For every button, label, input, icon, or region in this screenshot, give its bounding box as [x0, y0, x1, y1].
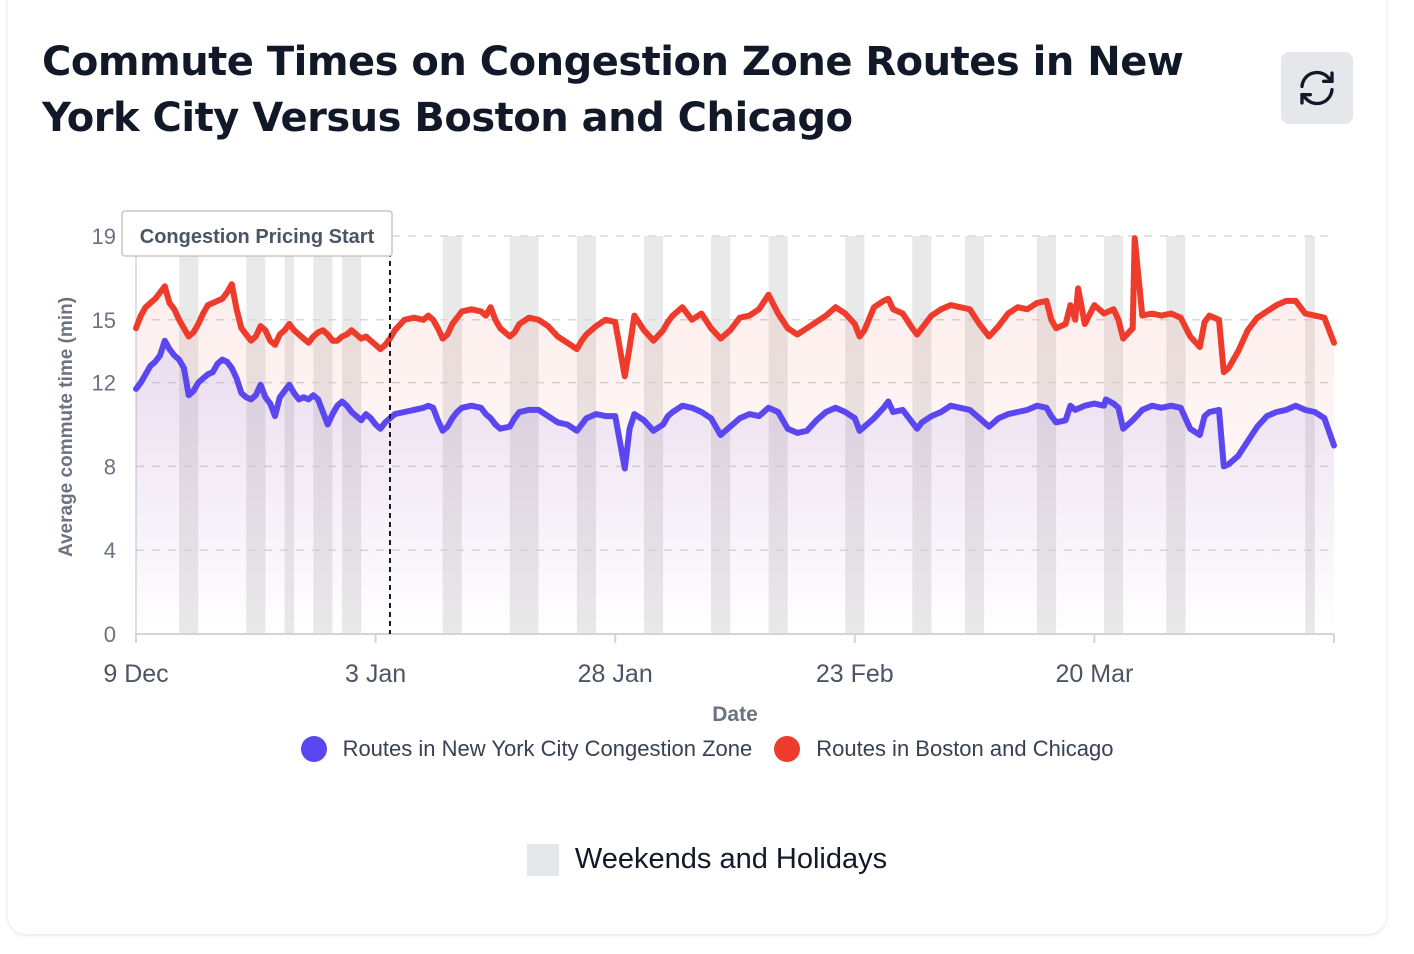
- y-tick-label: 8: [104, 454, 116, 479]
- y-tick-label: 19: [92, 224, 116, 249]
- refresh-icon: [1300, 70, 1334, 106]
- y-tick-label: 4: [104, 538, 116, 563]
- line-chart: 0 4 8 12 15 19 9 Dec 3 Jan 28 Jan 23 Feb 20 Mar Dat…: [56, 210, 1337, 726]
- x-tick-label: 9 Dec: [103, 660, 168, 688]
- x-tick-label: 3 Jan: [345, 660, 406, 688]
- series-area-nyc: [136, 340, 1334, 634]
- series-line-bos: [133, 235, 1337, 380]
- shading-swatch: [526, 843, 559, 876]
- legend-item-bos[interactable]: Routes in Boston and Chicago: [774, 736, 1113, 762]
- legend-item-nyc[interactable]: Routes in New York City Congestion Zone: [300, 736, 753, 762]
- chart-title: Commute Times on Congestion Zone Routes …: [42, 39, 1184, 141]
- annotation-label: Congestion Pricing Start: [140, 226, 375, 248]
- x-tick-label: 23 Feb: [816, 660, 894, 688]
- series-legend: Routes in New York City Congestion Zone …: [0, 736, 1414, 762]
- refresh-button[interactable]: [1281, 52, 1353, 124]
- x-tick-label: 28 Jan: [578, 660, 653, 688]
- y-tick-label: 15: [92, 308, 116, 333]
- legend-dot-nyc: [300, 736, 327, 762]
- legend-label-bos: Routes in Boston and Chicago: [816, 736, 1114, 761]
- y-axis-label: Average commute time (min): [56, 297, 77, 557]
- legend-label-nyc: Routes in New York City Congestion Zone: [342, 736, 753, 761]
- legend-dot-bos: [774, 736, 801, 762]
- annotation-box: [121, 210, 393, 257]
- shading-legend-label: Weekends and Holidays: [574, 843, 888, 875]
- x-tick-label: 20 Mar: [1055, 660, 1133, 688]
- y-tick-label: 12: [92, 371, 116, 396]
- shading-legend: Weekends and Holidays: [0, 843, 1414, 876]
- y-tick-label: 0: [104, 622, 116, 647]
- x-axis-label: Date: [712, 703, 758, 726]
- series-line-nyc: [133, 337, 1337, 472]
